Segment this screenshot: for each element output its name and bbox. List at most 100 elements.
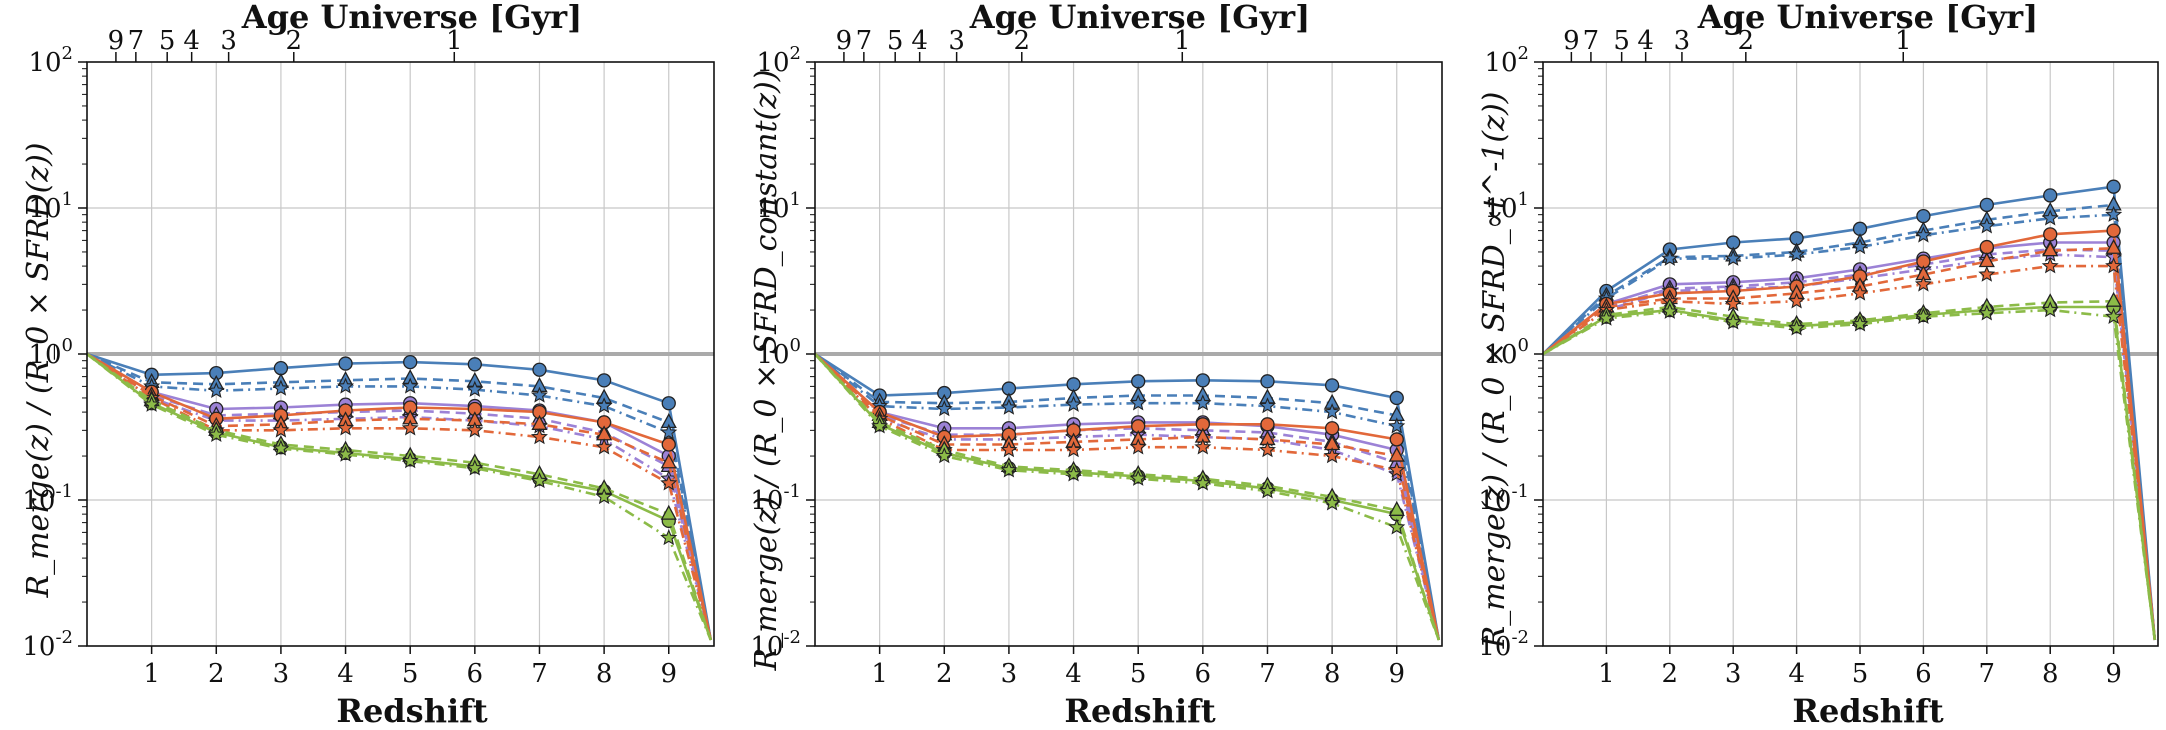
marker-green-star — [1000, 461, 1018, 478]
marker-blue-star — [595, 397, 613, 414]
marker-green-star — [337, 445, 355, 462]
marker-green-star — [1388, 518, 1406, 535]
marker-orange-circle — [1260, 417, 1275, 432]
marker-green-triangle — [660, 504, 677, 520]
x-tick-label: 7 — [531, 659, 548, 689]
series-line-orange-star — [86, 352, 713, 641]
top-tick-label: 9 — [1563, 26, 1580, 56]
top-tick-label: 2 — [286, 26, 303, 56]
x-tick-label: 8 — [596, 659, 613, 689]
marker-orange-star — [1129, 438, 1147, 455]
marker-green-star — [1258, 482, 1276, 499]
marker-green-star — [660, 528, 678, 546]
marker-green-star — [1194, 474, 1212, 491]
x-tick-label: 9 — [2105, 659, 2122, 689]
series-line-orange-triangle — [1542, 247, 2157, 641]
y-tick-label: 100 — [28, 335, 73, 370]
marker-blue-star — [1194, 394, 1212, 411]
marker-orange-star — [595, 438, 613, 455]
top-tick-label: 4 — [911, 26, 928, 56]
top-tick-label: 5 — [1613, 26, 1630, 56]
top-tick-label: 4 — [1637, 26, 1654, 56]
x-tick-label: 1 — [871, 659, 888, 689]
x-tick-label: 9 — [660, 659, 677, 689]
top-tick-label: 3 — [220, 26, 237, 56]
marker-orange-star — [2041, 257, 2059, 274]
marker-blue-star — [660, 423, 678, 440]
top-tick-label: 2 — [1738, 26, 1755, 56]
marker-green-star — [595, 487, 613, 505]
marker-blue-circle — [1979, 197, 1994, 213]
y-tick-label: 102 — [1484, 43, 1529, 78]
marker-orange-star — [337, 419, 355, 436]
panel-1: Age Universe [Gyr] Redshift R_merge(z) /… — [21, 0, 715, 730]
marker-blue-circle — [1195, 373, 1210, 388]
x-tick-label: 2 — [936, 659, 953, 689]
y-tick-label: 101 — [28, 189, 73, 224]
marker-blue-star — [1724, 249, 1742, 266]
marker-orange-star — [1194, 438, 1212, 455]
marker-blue-circle — [2043, 188, 2058, 203]
top-tick-label: 2 — [1014, 26, 1031, 56]
marker-blue-star — [272, 379, 290, 396]
marker-green-star — [143, 395, 161, 412]
y-tick-label: 10-1 — [1478, 481, 1529, 516]
y-axis-title-text: R_merge(z) / (R_0 × SFRD_∝t^-1(z)) — [1477, 92, 1512, 650]
x-tick-label: 3 — [1725, 659, 1742, 689]
marker-orange-star — [1065, 441, 1083, 458]
x-tick-label: 4 — [1065, 659, 1082, 689]
marker-orange-star — [660, 474, 678, 491]
series-line-blue-triangle — [814, 352, 1441, 641]
top-tick-label: 3 — [1674, 26, 1691, 56]
x-axis-title: Redshift — [1792, 692, 1944, 730]
y-axis-title-text: R_merge(z) / (R_0 × SFRD_constant(z)) — [749, 70, 784, 672]
marker-blue-circle — [1389, 390, 1404, 406]
top-tick-label: 1 — [446, 26, 463, 56]
marker-green-star — [1851, 315, 1869, 332]
marker-blue-circle — [1324, 378, 1340, 393]
marker-orange-star — [1978, 265, 1996, 282]
x-tick-label: 6 — [467, 659, 484, 689]
marker-green-star — [466, 459, 484, 476]
series-line-green-circle — [1542, 305, 2157, 641]
marker-green-star — [1065, 465, 1083, 482]
marker-blue-circle — [273, 360, 289, 376]
marker-orange-circle — [1324, 421, 1340, 436]
marker-orange-star — [1388, 461, 1406, 478]
x-tick-label: 2 — [208, 659, 225, 689]
marker-orange-star — [466, 421, 484, 438]
marker-green-star — [1129, 469, 1147, 486]
x-tick-label: 5 — [1130, 659, 1147, 689]
marker-blue-star — [1065, 395, 1083, 412]
x-tick-label: 9 — [1388, 659, 1405, 689]
marker-orange-triangle — [1388, 446, 1405, 462]
x-tick-label: 1 — [143, 659, 160, 689]
x-tick-label: 8 — [1324, 659, 1341, 689]
y-tick-label: 102 — [28, 43, 73, 78]
marker-blue-star — [1978, 217, 1996, 234]
top-tick-label: 4 — [183, 26, 200, 56]
x-tick-label: 5 — [1852, 659, 1869, 689]
marker-orange-star — [1914, 275, 1932, 292]
panel-3: Age Universe [Gyr] Redshift R_merge(z) /… — [1477, 0, 2159, 730]
marker-green-star — [2105, 307, 2123, 324]
top-tick-label: 7 — [856, 26, 873, 56]
series-line-orange-circle — [1542, 229, 2157, 641]
marker-green-star — [272, 439, 290, 456]
marker-orange-triangle — [2042, 241, 2059, 257]
marker-orange-star — [2105, 257, 2123, 274]
y-tick-label: 10-2 — [750, 627, 801, 662]
series-line-green-circle — [86, 352, 713, 641]
marker-green-star — [1978, 304, 1996, 321]
x-tick-label: 3 — [273, 659, 290, 689]
marker-orange-triangle — [2105, 238, 2122, 254]
y-tick-label: 10-1 — [750, 481, 801, 516]
marker-green-star — [207, 425, 225, 442]
marker-blue-star — [2105, 205, 2123, 222]
series-line-green-triangle — [86, 352, 713, 641]
x-tick-label: 4 — [337, 659, 354, 689]
marker-orange-star — [530, 428, 548, 445]
marker-orange-circle — [1979, 239, 1994, 255]
marker-orange-star — [1851, 284, 1869, 301]
marker-blue-circle — [403, 354, 418, 370]
